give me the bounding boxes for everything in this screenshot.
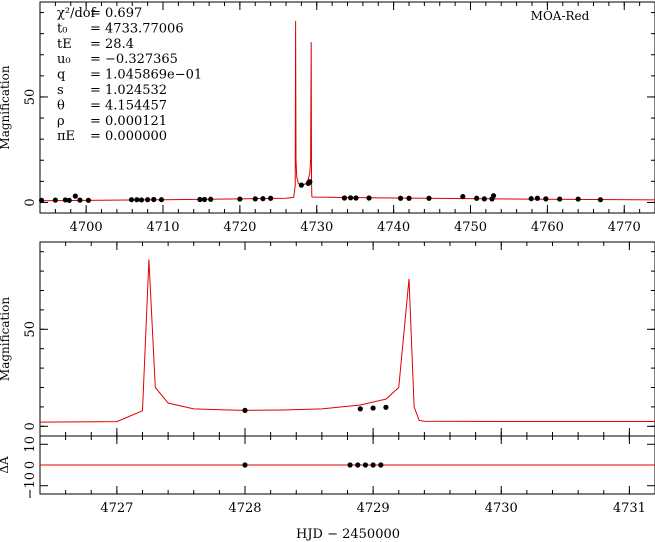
x-tick-label: 4700	[70, 220, 103, 235]
data-point	[341, 195, 348, 201]
y-tick-label: 10	[23, 436, 38, 453]
data-point	[481, 196, 487, 202]
data-point	[138, 197, 145, 203]
y-tick-label: 0	[23, 422, 38, 430]
fit-param-symbol: t₀	[57, 21, 67, 36]
data-point	[151, 196, 157, 203]
data-point	[72, 193, 78, 199]
data-point	[366, 195, 372, 201]
x-tick-label: 4730	[485, 501, 518, 516]
data-point	[397, 195, 404, 201]
fit-param-value: = 28.4	[90, 37, 134, 52]
fit-param-value: = 0.000000	[90, 129, 167, 144]
y-tick-label: −10	[23, 472, 38, 499]
data-point	[260, 196, 266, 202]
x-tick-label: 4728	[228, 501, 261, 516]
data-point	[357, 406, 363, 412]
panel-full-lightcurve: 4700 4710 4720 4730 4740 4750 4760 4770 0 50 Magni…	[0, 1, 655, 235]
y-axis-label: Magnification	[0, 65, 12, 149]
model-curve	[40, 20, 655, 202]
y-axis-label: ΔA	[0, 456, 11, 474]
data-point	[252, 196, 258, 202]
fit-param-symbol: u₀	[57, 52, 71, 67]
fit-param-symbol: tE	[57, 37, 72, 52]
data-point	[268, 195, 274, 201]
data-point	[237, 196, 243, 202]
x-tick-label: 4730	[300, 220, 333, 235]
data-point	[543, 196, 549, 202]
residual-point	[242, 462, 248, 468]
residual-point	[347, 462, 353, 468]
y-tick-label: 0	[23, 461, 38, 469]
fit-param-value: = 0.697	[90, 6, 142, 21]
data-point	[52, 197, 58, 203]
data-point	[66, 197, 72, 203]
panel-residuals: 4727 4728 4729 4730 4731 10 0 −10 ΔA	[0, 435, 655, 516]
data-point	[347, 195, 354, 201]
fit-param-symbol: χ²/dof	[57, 6, 97, 21]
data-point	[201, 196, 208, 203]
y-tick-label: 50	[23, 89, 38, 106]
fit-param-symbol: q	[57, 68, 65, 83]
fit-param-value: = 0.000121	[90, 114, 167, 129]
data-point	[85, 197, 92, 203]
data-point	[353, 195, 359, 201]
data-point	[406, 195, 412, 201]
fit-param-symbol: s	[57, 83, 64, 98]
data-point	[557, 196, 563, 202]
data-point	[145, 197, 151, 203]
data-point	[474, 195, 480, 201]
dataset-label: MOA-Red	[531, 9, 590, 23]
x-tick-label: 4731	[613, 501, 646, 516]
x-tick-label: 4750	[454, 220, 487, 235]
data-point	[62, 197, 68, 203]
data-point	[298, 182, 304, 188]
data-point	[597, 197, 604, 203]
data-point	[77, 197, 83, 203]
x-tick-label: 4729	[357, 501, 390, 516]
x-tick-label: 4760	[531, 220, 564, 235]
x-tick-label: 4720	[223, 220, 256, 235]
data-point	[534, 195, 540, 201]
data-point	[242, 407, 248, 413]
data-point	[460, 193, 466, 200]
fit-param-value: = 4733.77006	[90, 21, 184, 36]
data-point	[383, 404, 389, 410]
x-axis-label: HJD − 2450000	[296, 527, 400, 542]
data-point	[134, 197, 140, 203]
data-point	[490, 193, 497, 199]
fit-param-symbol: ρ	[57, 114, 65, 129]
fit-param-symbol: πE	[57, 129, 75, 144]
data-point	[307, 179, 313, 185]
x-tick-label: 4727	[100, 501, 133, 516]
data-point	[575, 196, 581, 202]
x-tick-label: 4710	[146, 220, 179, 235]
x-tick-label: 4770	[608, 220, 641, 235]
data-point	[208, 196, 214, 202]
model-curve	[40, 259, 655, 423]
panel-caustic-zoom: 0 50 Magnification	[0, 241, 655, 437]
y-tick-label: 0	[23, 198, 38, 206]
data-point	[370, 405, 376, 411]
fit-param-value: = 1.024532	[90, 83, 167, 98]
data-point	[197, 196, 203, 203]
data-point	[528, 196, 534, 202]
fit-param-value: = −0.327365	[90, 52, 178, 67]
y-tick-label: 50	[23, 321, 38, 338]
y-axis-label: Magnification	[0, 297, 12, 381]
residual-point	[378, 462, 384, 468]
data-point	[158, 197, 165, 203]
residual-point	[362, 462, 369, 468]
fit-param-symbol: θ	[57, 98, 65, 113]
plot-frame	[39, 241, 655, 437]
residual-point	[355, 462, 361, 468]
data-point	[38, 197, 45, 203]
fit-param-value: = 1.045869e−01	[90, 68, 202, 83]
residual-point	[370, 462, 376, 468]
data-point	[128, 197, 135, 203]
data-point	[426, 195, 432, 201]
fit-param-value: = 4.154457	[90, 98, 167, 113]
x-tick-label: 4740	[377, 220, 410, 235]
